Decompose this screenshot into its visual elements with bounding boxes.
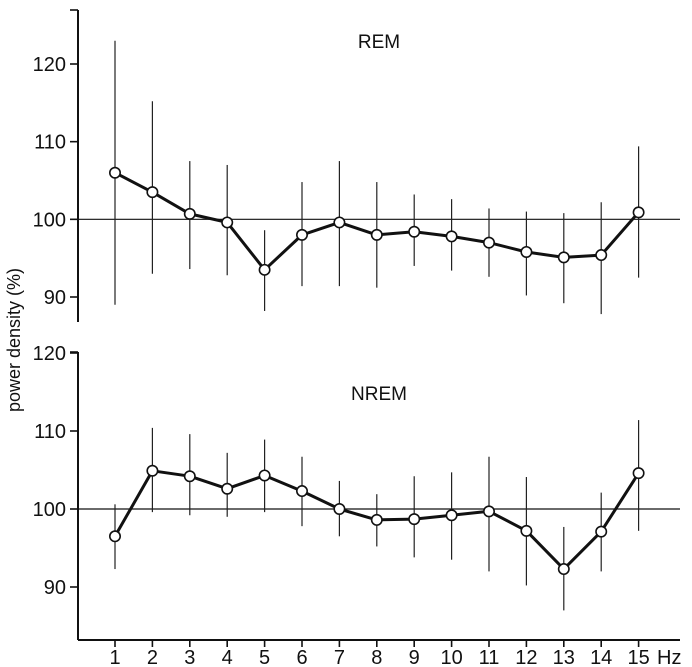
y-tick-label-nrem-100: 100 <box>33 499 66 521</box>
data-point-nrem-3 <box>183 470 196 483</box>
x-tick-label-14: 14 <box>590 647 612 667</box>
x-tick-label-15: 15 <box>627 647 649 667</box>
x-tick-label-13: 13 <box>553 647 575 667</box>
data-point-rem-9 <box>408 225 421 238</box>
x-axis-unit-label: Hz <box>657 647 681 667</box>
x-tick-label-12: 12 <box>515 647 537 667</box>
data-point-rem-13 <box>557 251 570 264</box>
data-point-rem-1 <box>109 166 122 179</box>
data-point-nrem-14 <box>595 525 608 538</box>
data-point-rem-7 <box>333 216 346 229</box>
panels-layer: 90 100 110 120 REM 90 100 110 120 NREM <box>33 9 680 640</box>
data-point-nrem-4 <box>221 482 234 495</box>
data-point-rem-6 <box>295 228 308 241</box>
data-point-rem-15 <box>632 206 645 219</box>
data-point-rem-8 <box>370 228 383 241</box>
y-tick-label-rem-110: 110 <box>34 132 66 154</box>
data-point-nrem-5 <box>258 469 271 482</box>
data-point-nrem-6 <box>295 485 308 498</box>
data-point-nrem-8 <box>370 513 383 526</box>
data-point-nrem-1 <box>109 530 122 543</box>
x-axis: 1 2 3 4 5 6 7 8 9 10 11 12 13 14 15 Hz <box>78 639 681 667</box>
data-point-nrem-15 <box>632 467 645 480</box>
data-point-rem-2 <box>146 186 159 199</box>
data-point-rem-14 <box>595 249 608 262</box>
y-tick-label-nrem-120: 120 <box>33 343 66 365</box>
panel-nrem: 90 100 110 120 NREM <box>33 343 680 640</box>
data-point-rem-3 <box>183 207 196 220</box>
x-tick-label-2: 2 <box>147 647 158 667</box>
y-tick-label-rem-100: 100 <box>33 209 66 231</box>
data-point-rem-12 <box>520 245 533 258</box>
x-tick-label-3: 3 <box>184 647 195 667</box>
x-tick-label-8: 8 <box>371 647 382 667</box>
data-point-rem-10 <box>445 230 458 243</box>
y-tick-label-rem-90: 90 <box>44 287 66 309</box>
data-point-nrem-7 <box>333 502 346 515</box>
x-tick-label-9: 9 <box>409 647 420 667</box>
y-tick-label-rem-120: 120 <box>33 54 66 76</box>
x-tick-label-11: 11 <box>479 647 500 667</box>
panel-title-rem: REM <box>358 32 400 53</box>
data-point-nrem-10 <box>445 509 458 522</box>
x-tick-label-10: 10 <box>440 647 462 667</box>
x-tick-label-5: 5 <box>259 647 270 667</box>
data-point-rem-5 <box>258 263 271 276</box>
y-tick-label-nrem-90: 90 <box>44 577 66 599</box>
data-point-nrem-9 <box>408 513 421 526</box>
data-point-nrem-13 <box>557 563 570 576</box>
panel-title-nrem: NREM <box>351 384 407 405</box>
data-point-rem-11 <box>482 236 495 249</box>
x-tick-label-6: 6 <box>296 647 307 667</box>
y-tick-label-nrem-110: 110 <box>34 421 66 443</box>
data-point-nrem-12 <box>520 524 533 537</box>
x-tick-label-4: 4 <box>222 647 233 667</box>
data-point-nrem-2 <box>146 464 159 477</box>
x-tick-label-7: 7 <box>334 647 345 667</box>
data-point-rem-4 <box>221 216 234 229</box>
panel-rem: 90 100 110 120 REM <box>33 9 680 322</box>
x-tick-label-1: 1 <box>109 647 120 667</box>
data-point-nrem-11 <box>482 505 495 518</box>
y-axis-title: power density (%) <box>4 268 24 412</box>
